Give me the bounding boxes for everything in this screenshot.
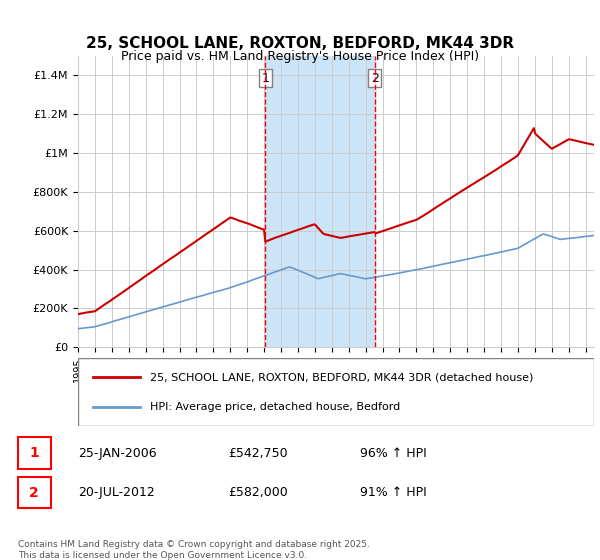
FancyBboxPatch shape — [78, 358, 594, 426]
Text: 25, SCHOOL LANE, ROXTON, BEDFORD, MK44 3DR (detached house): 25, SCHOOL LANE, ROXTON, BEDFORD, MK44 3… — [150, 372, 533, 382]
Text: 25, SCHOOL LANE, ROXTON, BEDFORD, MK44 3DR: 25, SCHOOL LANE, ROXTON, BEDFORD, MK44 3… — [86, 36, 514, 52]
Text: 20-JUL-2012: 20-JUL-2012 — [78, 486, 155, 499]
Text: 91% ↑ HPI: 91% ↑ HPI — [360, 486, 427, 499]
Text: HPI: Average price, detached house, Bedford: HPI: Average price, detached house, Bedf… — [150, 402, 400, 412]
Text: 1: 1 — [29, 446, 39, 460]
FancyBboxPatch shape — [18, 477, 51, 508]
Text: 25-JAN-2006: 25-JAN-2006 — [78, 446, 157, 460]
Text: 96% ↑ HPI: 96% ↑ HPI — [360, 446, 427, 460]
Text: Price paid vs. HM Land Registry's House Price Index (HPI): Price paid vs. HM Land Registry's House … — [121, 50, 479, 63]
Text: £542,750: £542,750 — [228, 446, 287, 460]
FancyBboxPatch shape — [18, 437, 51, 469]
Text: 2: 2 — [29, 486, 39, 500]
Text: £582,000: £582,000 — [228, 486, 288, 499]
Text: Contains HM Land Registry data © Crown copyright and database right 2025.
This d: Contains HM Land Registry data © Crown c… — [18, 540, 370, 560]
Bar — [265, 56, 375, 347]
Text: 2: 2 — [371, 72, 379, 85]
Text: 1: 1 — [262, 72, 269, 85]
